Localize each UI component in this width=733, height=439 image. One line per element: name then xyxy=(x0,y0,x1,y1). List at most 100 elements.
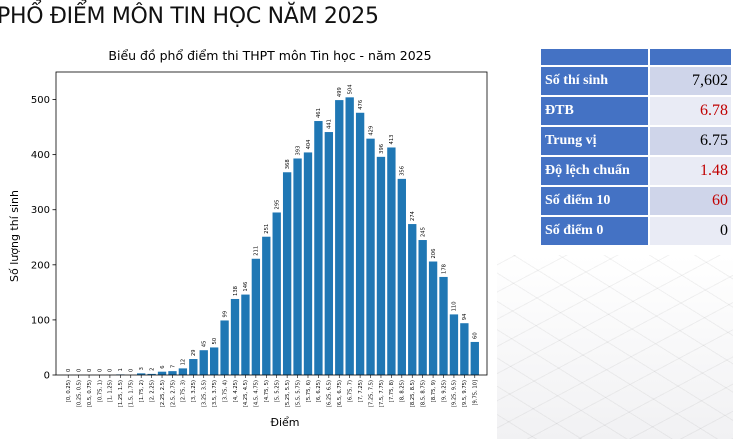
bar xyxy=(272,212,281,375)
bar xyxy=(168,371,177,375)
stats-value: 6.75 xyxy=(647,125,733,157)
x-tick-label: [7.5, 7.75) xyxy=(379,380,385,407)
y-tick-label: 100 xyxy=(31,315,50,326)
data-label: 245 xyxy=(420,227,426,237)
data-label: 29 xyxy=(191,349,197,356)
bar xyxy=(262,236,271,375)
x-tick-label: [8.75, 9) xyxy=(431,380,437,402)
y-tick-label: 300 xyxy=(31,205,50,216)
data-label: 94 xyxy=(462,313,468,320)
bar xyxy=(303,152,313,375)
bar xyxy=(366,138,375,375)
x-tick-label: [6.25, 6.5) xyxy=(327,380,333,407)
x-tick-label: [5.25, 5.5) xyxy=(285,380,291,407)
histogram-chart: Biểu đồ phổ điểm thi THPT môn Tin học - … xyxy=(8,48,488,429)
chart-title: Biểu đồ phổ điểm thi THPT môn Tin học - … xyxy=(108,48,431,63)
data-label: 7 xyxy=(170,365,176,368)
x-tick-label: [8, 8.25) xyxy=(400,380,406,402)
bar xyxy=(230,298,240,375)
background-floor xyxy=(490,255,733,439)
chart-panel: Biểu đồ phổ điểm thi THPT môn Tin học - … xyxy=(0,40,497,439)
stats-row: ĐTB 6.78 xyxy=(539,95,733,127)
x-tick-label: [9, 9.25) xyxy=(441,380,447,402)
x-tick-label: [7, 7.25) xyxy=(358,380,364,402)
x-tick-label: [1, 1.25) xyxy=(108,380,114,402)
data-label: 50 xyxy=(212,338,218,345)
x-tick-label: [3.75, 4) xyxy=(222,380,228,402)
data-label: 295 xyxy=(275,200,281,210)
bar xyxy=(470,341,479,375)
stats-value: 1.48 xyxy=(647,155,733,187)
bar xyxy=(178,368,188,375)
x-tick-label: [1.5, 1.75) xyxy=(129,380,135,407)
x-tick-label: [0.5, 0.75) xyxy=(87,380,93,407)
data-label: 476 xyxy=(358,100,364,110)
data-label: 99 xyxy=(222,311,228,318)
x-tick-label: [3, 3.25) xyxy=(191,380,197,402)
bar xyxy=(324,132,334,375)
y-tick-label: 0 xyxy=(44,371,50,382)
x-tick-label: [9.25, 9.5) xyxy=(452,380,458,407)
bar xyxy=(439,276,448,375)
bar xyxy=(293,158,302,375)
y-tick-label: 400 xyxy=(31,150,50,161)
bar xyxy=(251,258,261,375)
bar xyxy=(209,347,219,375)
bar xyxy=(314,121,323,375)
stats-value: 60 xyxy=(647,185,733,217)
data-label: 499 xyxy=(337,87,343,97)
data-label: 251 xyxy=(264,224,270,234)
stats-label: Trung vị xyxy=(539,125,650,157)
x-tick-label: [9.75, 10] xyxy=(473,380,479,406)
stats-row: Số điểm 10 60 xyxy=(539,185,733,217)
data-label: 0 xyxy=(66,369,72,372)
stats-header-row xyxy=(539,47,733,67)
bar xyxy=(376,156,386,375)
data-label: 138 xyxy=(233,286,239,296)
stats-label: Số điểm 0 xyxy=(539,215,650,247)
x-tick-label: [4.75, 5) xyxy=(264,380,270,402)
x-tick-label: [7.25, 7.5) xyxy=(368,380,374,407)
x-tick-label: [5.75, 6) xyxy=(306,380,312,402)
data-label: 396 xyxy=(379,144,385,154)
data-label: 413 xyxy=(389,135,395,145)
x-tick-label: [9.5, 9.75) xyxy=(462,380,468,407)
bar xyxy=(147,373,156,375)
bar xyxy=(199,350,208,375)
bar xyxy=(418,240,427,375)
x-tick-label: [2.75, 3) xyxy=(181,380,187,402)
data-label: 3 xyxy=(139,367,145,370)
stats-table: Số thí sinh 7,602 ĐTB 6.78 Trung vị 6.75 Độ lệ… xyxy=(539,47,733,247)
data-label: 0 xyxy=(129,369,135,372)
bar xyxy=(449,314,459,375)
x-tick-label: [5, 5.25) xyxy=(275,380,281,402)
bar xyxy=(282,172,292,375)
slide-title: PHỔ ĐIỂM MÔN TIN HỌC NĂM 2025 xyxy=(0,4,379,29)
stats-label: Số thí sinh xyxy=(539,65,650,97)
x-tick-label: [4, 4.25) xyxy=(233,380,239,402)
data-label: 146 xyxy=(243,282,249,292)
stats-label: Độ lệch chuẩn xyxy=(539,155,650,187)
bar xyxy=(355,112,365,375)
x-tick-label: [2.25, 2.5) xyxy=(160,380,166,407)
data-label: 368 xyxy=(285,159,291,169)
bar xyxy=(157,371,167,375)
data-label: 206 xyxy=(431,249,437,259)
x-tick-label: [6, 6.25) xyxy=(316,380,322,402)
stats-header-label xyxy=(539,47,650,67)
y-tick-label: 500 xyxy=(31,95,50,106)
bar xyxy=(397,178,406,375)
x-tick-label: [4.25, 4.5) xyxy=(243,380,249,407)
stats-value: 7,602 xyxy=(647,65,733,97)
stats-value: 6.78 xyxy=(647,95,733,127)
bar xyxy=(241,294,250,375)
stats-label: ĐTB xyxy=(539,95,650,127)
x-tick-label: [6.75, 7) xyxy=(347,380,353,402)
stats-row: Số thí sinh 7,602 xyxy=(539,65,733,97)
bar xyxy=(460,323,469,375)
data-label: 45 xyxy=(202,341,208,348)
x-tick-label: [6.5, 6.75) xyxy=(337,380,343,407)
x-tick-label: [3.25, 3.5) xyxy=(202,380,208,407)
x-tick-label: [0.25, 0.5) xyxy=(76,380,82,407)
data-label: 60 xyxy=(473,332,479,339)
